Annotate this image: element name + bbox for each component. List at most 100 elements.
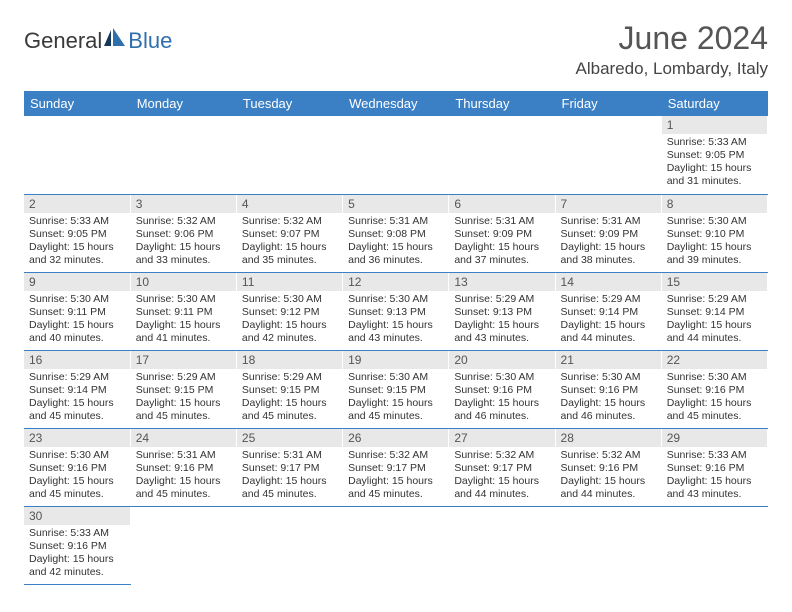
day-number: 15 bbox=[662, 273, 767, 291]
calendar-cell: 10Sunrise: 5:30 AMSunset: 9:11 PMDayligh… bbox=[130, 272, 236, 350]
calendar-week: 23Sunrise: 5:30 AMSunset: 9:16 PMDayligh… bbox=[24, 428, 768, 506]
day-number: 22 bbox=[662, 351, 767, 369]
day-data: Sunrise: 5:29 AMSunset: 9:15 PMDaylight:… bbox=[237, 369, 342, 428]
calendar-body: 1Sunrise: 5:33 AMSunset: 9:05 PMDaylight… bbox=[24, 116, 768, 584]
calendar-cell: 29Sunrise: 5:33 AMSunset: 9:16 PMDayligh… bbox=[661, 428, 767, 506]
day-data: Sunrise: 5:32 AMSunset: 9:16 PMDaylight:… bbox=[556, 447, 661, 506]
day-data: Sunrise: 5:30 AMSunset: 9:10 PMDaylight:… bbox=[662, 213, 767, 272]
calendar-head: SundayMondayTuesdayWednesdayThursdayFrid… bbox=[24, 91, 768, 116]
calendar-cell: 15Sunrise: 5:29 AMSunset: 9:14 PMDayligh… bbox=[661, 272, 767, 350]
header: General Blue June 2024 Albaredo, Lombard… bbox=[24, 20, 768, 79]
day-number: 25 bbox=[237, 429, 342, 447]
day-data: Sunrise: 5:29 AMSunset: 9:14 PMDaylight:… bbox=[662, 291, 767, 350]
calendar-cell: 17Sunrise: 5:29 AMSunset: 9:15 PMDayligh… bbox=[130, 350, 236, 428]
day-number: 14 bbox=[556, 273, 661, 291]
calendar-week: 9Sunrise: 5:30 AMSunset: 9:11 PMDaylight… bbox=[24, 272, 768, 350]
day-data: Sunrise: 5:31 AMSunset: 9:09 PMDaylight:… bbox=[449, 213, 554, 272]
day-data: Sunrise: 5:29 AMSunset: 9:14 PMDaylight:… bbox=[556, 291, 661, 350]
calendar-week: 1Sunrise: 5:33 AMSunset: 9:05 PMDaylight… bbox=[24, 116, 768, 194]
day-data: Sunrise: 5:31 AMSunset: 9:16 PMDaylight:… bbox=[131, 447, 236, 506]
calendar-cell: 9Sunrise: 5:30 AMSunset: 9:11 PMDaylight… bbox=[24, 272, 130, 350]
day-data: Sunrise: 5:29 AMSunset: 9:15 PMDaylight:… bbox=[131, 369, 236, 428]
day-number: 26 bbox=[343, 429, 448, 447]
calendar-cell: 27Sunrise: 5:32 AMSunset: 9:17 PMDayligh… bbox=[449, 428, 555, 506]
calendar-cell: 16Sunrise: 5:29 AMSunset: 9:14 PMDayligh… bbox=[24, 350, 130, 428]
day-number: 21 bbox=[556, 351, 661, 369]
calendar-cell: 25Sunrise: 5:31 AMSunset: 9:17 PMDayligh… bbox=[236, 428, 342, 506]
day-data: Sunrise: 5:32 AMSunset: 9:06 PMDaylight:… bbox=[131, 213, 236, 272]
calendar-cell: 14Sunrise: 5:29 AMSunset: 9:14 PMDayligh… bbox=[555, 272, 661, 350]
calendar-cell: 11Sunrise: 5:30 AMSunset: 9:12 PMDayligh… bbox=[236, 272, 342, 350]
calendar-cell: 23Sunrise: 5:30 AMSunset: 9:16 PMDayligh… bbox=[24, 428, 130, 506]
calendar-cell: 21Sunrise: 5:30 AMSunset: 9:16 PMDayligh… bbox=[555, 350, 661, 428]
calendar-cell: 6Sunrise: 5:31 AMSunset: 9:09 PMDaylight… bbox=[449, 194, 555, 272]
day-data: Sunrise: 5:31 AMSunset: 9:09 PMDaylight:… bbox=[556, 213, 661, 272]
calendar-cell: 12Sunrise: 5:30 AMSunset: 9:13 PMDayligh… bbox=[343, 272, 449, 350]
day-number: 29 bbox=[662, 429, 767, 447]
day-number: 12 bbox=[343, 273, 448, 291]
weekday-header: Tuesday bbox=[236, 91, 342, 116]
calendar-cell bbox=[555, 506, 661, 584]
day-data: Sunrise: 5:33 AMSunset: 9:16 PMDaylight:… bbox=[662, 447, 767, 506]
day-number: 20 bbox=[449, 351, 554, 369]
calendar-cell: 1Sunrise: 5:33 AMSunset: 9:05 PMDaylight… bbox=[661, 116, 767, 194]
day-number: 17 bbox=[131, 351, 236, 369]
calendar-cell bbox=[24, 116, 130, 194]
calendar-cell bbox=[130, 116, 236, 194]
calendar-cell bbox=[343, 116, 449, 194]
weekday-row: SundayMondayTuesdayWednesdayThursdayFrid… bbox=[24, 91, 768, 116]
calendar-cell: 20Sunrise: 5:30 AMSunset: 9:16 PMDayligh… bbox=[449, 350, 555, 428]
calendar-cell bbox=[661, 506, 767, 584]
weekday-header: Sunday bbox=[24, 91, 130, 116]
calendar-cell: 3Sunrise: 5:32 AMSunset: 9:06 PMDaylight… bbox=[130, 194, 236, 272]
brand-name-2: Blue bbox=[128, 28, 172, 54]
brand-name-1: General bbox=[24, 28, 102, 54]
calendar-cell bbox=[555, 116, 661, 194]
day-data: Sunrise: 5:29 AMSunset: 9:14 PMDaylight:… bbox=[24, 369, 130, 428]
calendar-cell: 19Sunrise: 5:30 AMSunset: 9:15 PMDayligh… bbox=[343, 350, 449, 428]
calendar-cell: 22Sunrise: 5:30 AMSunset: 9:16 PMDayligh… bbox=[661, 350, 767, 428]
day-data: Sunrise: 5:30 AMSunset: 9:16 PMDaylight:… bbox=[24, 447, 130, 506]
calendar-table: SundayMondayTuesdayWednesdayThursdayFrid… bbox=[24, 91, 768, 585]
day-number: 3 bbox=[131, 195, 236, 213]
weekday-header: Monday bbox=[130, 91, 236, 116]
calendar-cell: 13Sunrise: 5:29 AMSunset: 9:13 PMDayligh… bbox=[449, 272, 555, 350]
day-number: 23 bbox=[24, 429, 130, 447]
day-data: Sunrise: 5:30 AMSunset: 9:16 PMDaylight:… bbox=[449, 369, 554, 428]
day-number: 8 bbox=[662, 195, 767, 213]
calendar-cell: 4Sunrise: 5:32 AMSunset: 9:07 PMDaylight… bbox=[236, 194, 342, 272]
sail-icon bbox=[104, 28, 126, 54]
day-number: 6 bbox=[449, 195, 554, 213]
day-data: Sunrise: 5:33 AMSunset: 9:05 PMDaylight:… bbox=[24, 213, 130, 272]
calendar-cell bbox=[449, 116, 555, 194]
day-number: 4 bbox=[237, 195, 342, 213]
day-number: 18 bbox=[237, 351, 342, 369]
weekday-header: Wednesday bbox=[343, 91, 449, 116]
day-data: Sunrise: 5:30 AMSunset: 9:11 PMDaylight:… bbox=[131, 291, 236, 350]
calendar-page: General Blue June 2024 Albaredo, Lombard… bbox=[0, 0, 792, 605]
day-data: Sunrise: 5:29 AMSunset: 9:13 PMDaylight:… bbox=[449, 291, 554, 350]
calendar-week: 30Sunrise: 5:33 AMSunset: 9:16 PMDayligh… bbox=[24, 506, 768, 584]
calendar-cell: 26Sunrise: 5:32 AMSunset: 9:17 PMDayligh… bbox=[343, 428, 449, 506]
day-number: 5 bbox=[343, 195, 448, 213]
brand-logo: General Blue bbox=[24, 20, 172, 54]
calendar-cell: 2Sunrise: 5:33 AMSunset: 9:05 PMDaylight… bbox=[24, 194, 130, 272]
calendar-cell: 5Sunrise: 5:31 AMSunset: 9:08 PMDaylight… bbox=[343, 194, 449, 272]
calendar-cell: 24Sunrise: 5:31 AMSunset: 9:16 PMDayligh… bbox=[130, 428, 236, 506]
day-number: 10 bbox=[131, 273, 236, 291]
day-data: Sunrise: 5:30 AMSunset: 9:16 PMDaylight:… bbox=[556, 369, 661, 428]
day-data: Sunrise: 5:32 AMSunset: 9:07 PMDaylight:… bbox=[237, 213, 342, 272]
day-data: Sunrise: 5:30 AMSunset: 9:15 PMDaylight:… bbox=[343, 369, 448, 428]
day-data: Sunrise: 5:33 AMSunset: 9:16 PMDaylight:… bbox=[24, 525, 130, 584]
day-data: Sunrise: 5:30 AMSunset: 9:13 PMDaylight:… bbox=[343, 291, 448, 350]
calendar-week: 2Sunrise: 5:33 AMSunset: 9:05 PMDaylight… bbox=[24, 194, 768, 272]
day-number: 19 bbox=[343, 351, 448, 369]
calendar-cell: 8Sunrise: 5:30 AMSunset: 9:10 PMDaylight… bbox=[661, 194, 767, 272]
day-number: 16 bbox=[24, 351, 130, 369]
day-number: 24 bbox=[131, 429, 236, 447]
calendar-cell bbox=[130, 506, 236, 584]
day-data: Sunrise: 5:32 AMSunset: 9:17 PMDaylight:… bbox=[449, 447, 554, 506]
calendar-cell: 18Sunrise: 5:29 AMSunset: 9:15 PMDayligh… bbox=[236, 350, 342, 428]
calendar-cell: 28Sunrise: 5:32 AMSunset: 9:16 PMDayligh… bbox=[555, 428, 661, 506]
day-number: 7 bbox=[556, 195, 661, 213]
